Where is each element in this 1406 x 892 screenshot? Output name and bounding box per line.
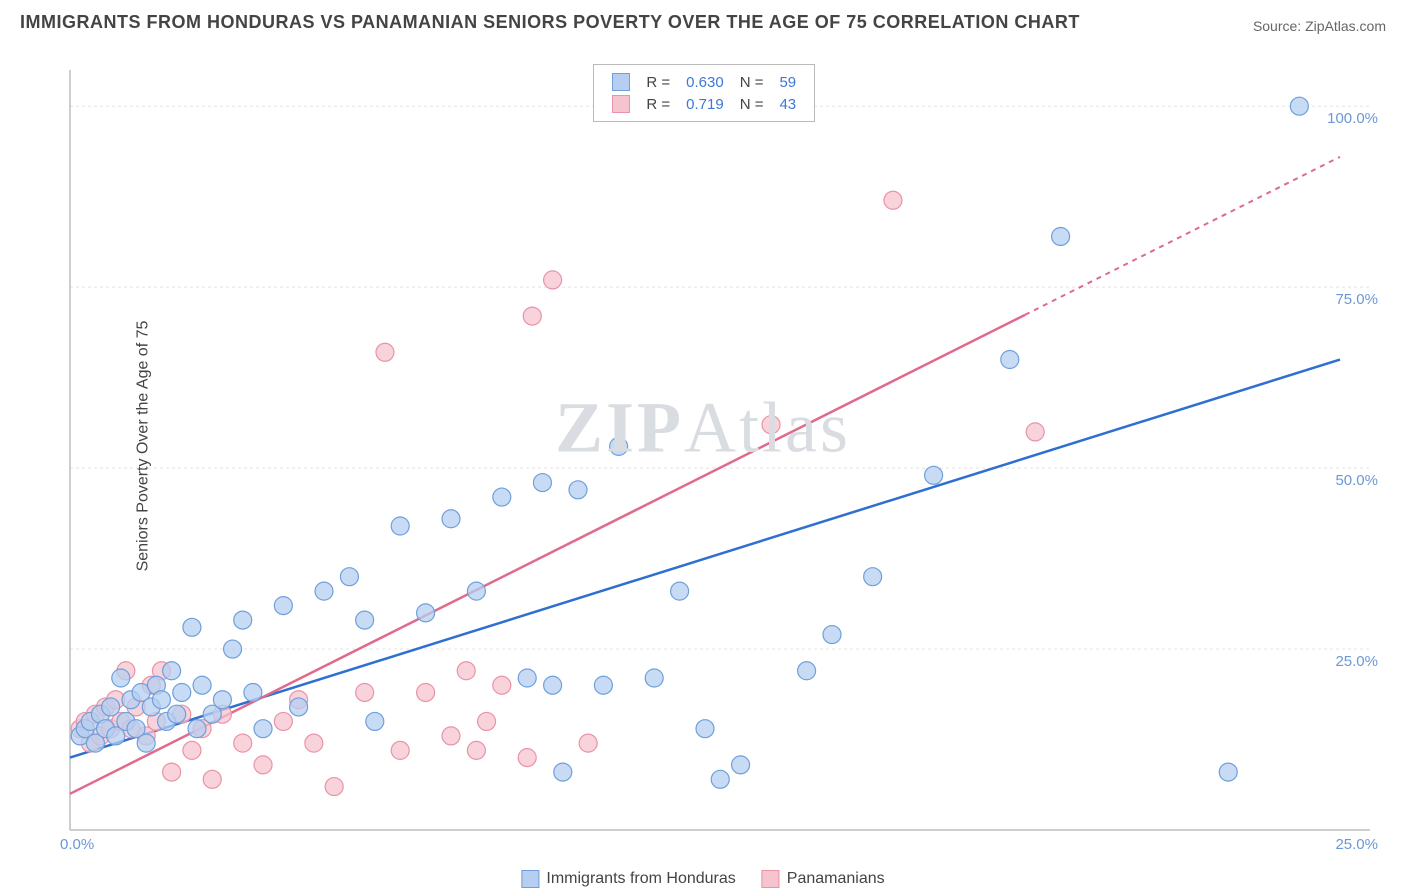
xtick-label: 0.0%: [60, 836, 94, 853]
series-legend: Immigrants from Honduras Panamanians: [521, 870, 884, 888]
ytick-label: 75.0%: [1335, 291, 1378, 308]
swatch-blue: [521, 870, 539, 888]
scatter-svg: [60, 60, 1380, 840]
plot-area: [60, 60, 1380, 840]
r-label: R =: [638, 93, 678, 115]
r-value-blue: 0.630: [678, 71, 732, 93]
source-label: Source: ZipAtlas.com: [1253, 18, 1386, 34]
n-label: N =: [732, 71, 772, 93]
ytick-label: 50.0%: [1335, 472, 1378, 489]
legend-item-blue: Immigrants from Honduras: [521, 870, 735, 888]
legend-label-blue: Immigrants from Honduras: [546, 870, 735, 888]
correlation-legend: R = 0.630 N = 59 R = 0.719 N = 43: [593, 64, 815, 122]
legend-row-pink: R = 0.719 N = 43: [604, 93, 804, 115]
r-label: R =: [638, 71, 678, 93]
ytick-label: 25.0%: [1335, 653, 1378, 670]
swatch-pink: [762, 870, 780, 888]
r-value-pink: 0.719: [678, 93, 732, 115]
legend-label-pink: Panamanians: [787, 870, 885, 888]
n-label: N =: [732, 93, 772, 115]
swatch-pink: [612, 95, 630, 113]
legend-row-blue: R = 0.630 N = 59: [604, 71, 804, 93]
chart-title: IMMIGRANTS FROM HONDURAS VS PANAMANIAN S…: [20, 12, 1080, 33]
xtick-label: 25.0%: [1335, 836, 1378, 853]
swatch-blue: [612, 73, 630, 91]
n-value-pink: 43: [771, 93, 804, 115]
ytick-label: 100.0%: [1327, 110, 1378, 127]
legend-item-pink: Panamanians: [762, 870, 885, 888]
n-value-blue: 59: [771, 71, 804, 93]
